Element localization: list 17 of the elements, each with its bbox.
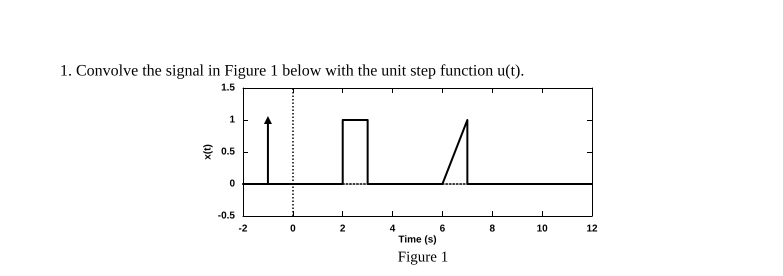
x-tick-label: 2	[340, 224, 346, 234]
y-axis-title: x(t)	[202, 144, 214, 160]
y-tick-label: 0	[229, 178, 236, 190]
y-tick-label: 1	[229, 114, 236, 126]
y-tick-label: 0.5	[221, 146, 236, 158]
x-tick-label: 12	[586, 224, 598, 234]
x-tick-label: 4	[390, 224, 396, 234]
x-axis-title: Time (s)	[398, 234, 437, 246]
x-tick-label: -2	[238, 224, 248, 234]
x-tick-label: 8	[490, 224, 496, 234]
x-tick-label: 0	[290, 224, 296, 234]
chart-title: 1. Convolve the signal in Figure 1 below with the unit step function u(t).	[60, 62, 524, 80]
y-tick-label: -0.5	[218, 210, 236, 222]
caption: Figure 1	[398, 250, 448, 266]
x-tick-label: 6	[440, 224, 446, 234]
y-tick-label: 1.5	[221, 82, 236, 94]
x-tick-label: 10	[536, 224, 548, 234]
